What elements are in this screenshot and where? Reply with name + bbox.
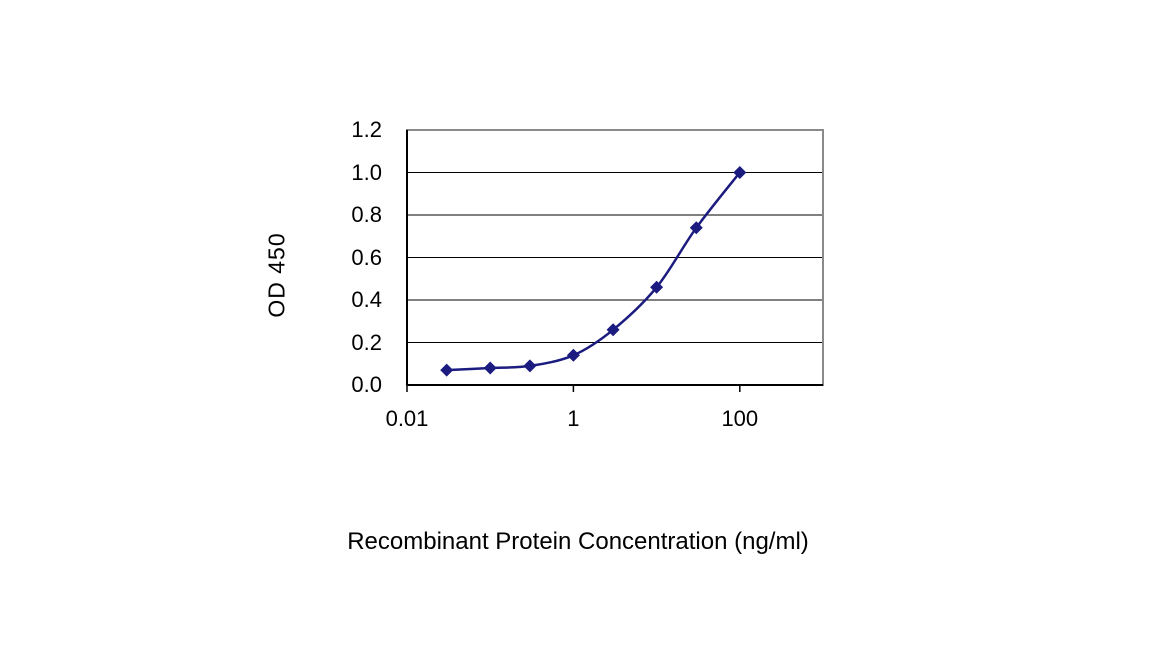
x-tick-label: 100	[721, 406, 759, 431]
data-point-marker	[566, 348, 580, 362]
y-tick-label: 0.6	[351, 244, 382, 270]
y-tick-label: 0.2	[351, 329, 382, 355]
y-tick-label: 0.4	[351, 287, 382, 312]
x-tick-label: 0.01	[385, 406, 429, 431]
y-tick-label: 1.2	[351, 117, 382, 142]
y-tick-label: 1.0	[351, 159, 382, 185]
data-point-marker	[483, 361, 497, 375]
plot-area	[406, 129, 824, 392]
x-axis-title: Recombinant Protein Concentration (ng/ml…	[347, 528, 809, 555]
data-point-marker	[440, 363, 454, 377]
y-tick-label: 0.0	[351, 372, 382, 397]
data-point-marker	[523, 359, 537, 373]
data-point-marker	[606, 323, 620, 337]
data-point-marker	[689, 221, 703, 235]
x-tick-label: 1	[567, 406, 580, 431]
series-line	[445, 171, 742, 372]
data-point-marker	[733, 166, 747, 179]
data-point-marker	[650, 280, 664, 294]
y-tick-label: 0.8	[351, 202, 382, 227]
y-axis-title: OD 450	[263, 232, 290, 318]
